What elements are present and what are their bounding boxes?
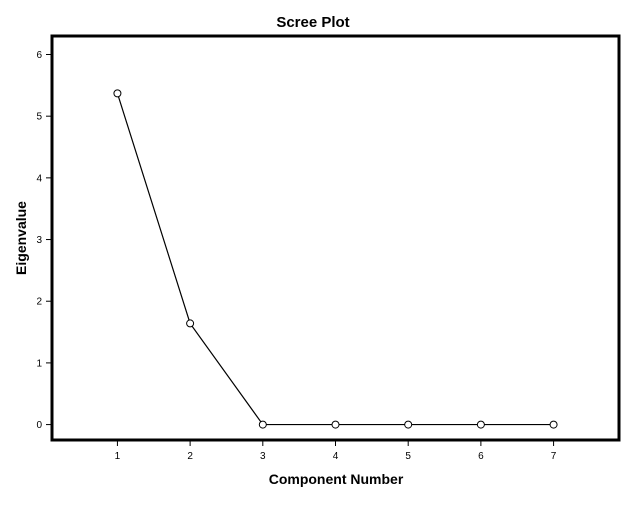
x-tick-label: 4 bbox=[333, 451, 339, 462]
eigenvalue-points bbox=[113, 89, 558, 429]
eigenvalue-line bbox=[116, 93, 554, 426]
data-point bbox=[186, 319, 195, 328]
y-tick-label: 4 bbox=[36, 173, 42, 184]
data-point bbox=[404, 420, 413, 429]
data-point bbox=[476, 420, 485, 429]
y-tick-label: 3 bbox=[36, 235, 42, 246]
plot-frame bbox=[50, 34, 621, 442]
data-point bbox=[549, 420, 558, 429]
x-tick-label: 3 bbox=[260, 451, 266, 462]
data-point bbox=[258, 420, 267, 429]
x-tick-label: 1 bbox=[115, 451, 121, 462]
x-tick-label: 7 bbox=[551, 451, 557, 462]
x-tick-label: 6 bbox=[478, 451, 484, 462]
x-axis-title: Component Number bbox=[269, 471, 404, 487]
y-axis: 0 1 2 3 4 5 6 bbox=[36, 50, 52, 431]
data-point bbox=[331, 420, 340, 429]
y-axis-title: Eigenvalue bbox=[13, 201, 29, 275]
y-tick-label: 1 bbox=[36, 358, 42, 369]
x-tick-label: 5 bbox=[405, 451, 411, 462]
y-tick-label: 2 bbox=[36, 297, 42, 308]
y-tick-label: 6 bbox=[36, 50, 42, 61]
y-tick-label: 5 bbox=[36, 112, 42, 123]
chart-title: Scree Plot bbox=[276, 14, 349, 31]
x-tick-label: 2 bbox=[187, 451, 193, 462]
y-tick-label: 0 bbox=[36, 420, 42, 431]
x-axis: 1 2 3 4 5 6 7 bbox=[115, 440, 557, 462]
data-point bbox=[113, 89, 122, 98]
